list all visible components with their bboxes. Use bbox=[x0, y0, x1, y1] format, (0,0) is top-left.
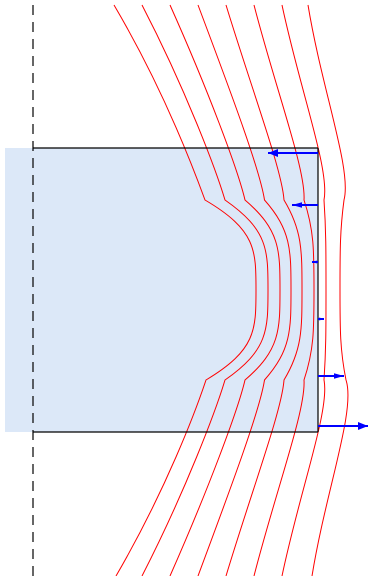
field-line bbox=[141, 4, 269, 576]
arrow bbox=[268, 149, 318, 157]
field-line bbox=[225, 4, 303, 576]
shaded-region bbox=[5, 148, 318, 432]
field-line bbox=[281, 4, 327, 576]
field-lines bbox=[113, 4, 349, 576]
arrow bbox=[318, 422, 368, 430]
field-line bbox=[197, 4, 292, 576]
region-edges bbox=[33, 147, 319, 433]
arrow bbox=[318, 317, 324, 321]
arrows bbox=[268, 149, 368, 430]
arrow bbox=[292, 202, 318, 208]
field-line bbox=[253, 4, 315, 576]
field-line bbox=[113, 4, 257, 576]
field-line bbox=[307, 4, 349, 576]
field-line bbox=[169, 4, 281, 576]
arrow bbox=[312, 260, 318, 264]
arrow bbox=[318, 373, 344, 379]
